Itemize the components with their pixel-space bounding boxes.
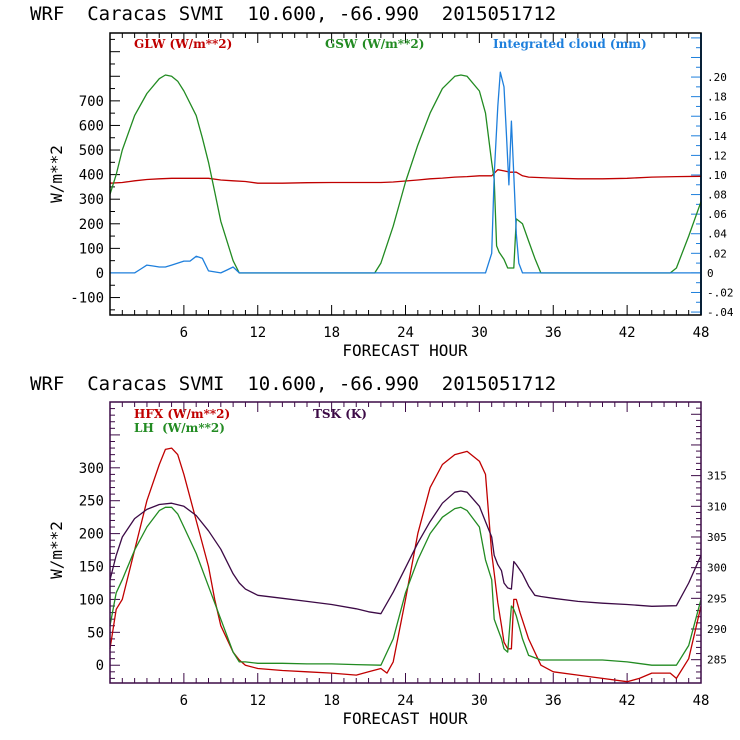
series-line-gsw (109, 74, 702, 274)
x-tick-label: 18 (323, 693, 340, 709)
y2-tick-label: 0 (707, 267, 714, 280)
x-axis-label: FORECAST HOUR (342, 341, 468, 360)
y-tick-label: 400 (79, 168, 104, 184)
series-line-glw (109, 169, 702, 184)
y-tick-label: 200 (79, 217, 104, 233)
y2-tick-label: -.02 (707, 286, 734, 299)
x-axis: 6 12 18 24 30 36 42 48 (121, 402, 710, 709)
x-tick-label: 42 (619, 325, 636, 341)
y2-tick-label: .02 (707, 247, 727, 260)
y2-tick-label: .16 (707, 110, 727, 123)
x-tick-label: 36 (545, 325, 562, 341)
series-line-tsk (109, 490, 702, 615)
legend-hfx: HFX (W/m**2) (134, 407, 230, 421)
y2-tick-label: 305 (707, 531, 727, 544)
legend-tsk: TSK (K) (313, 407, 367, 421)
y2-tick-label: .12 (707, 149, 727, 162)
x-axis-label: FORECAST HOUR (342, 709, 468, 728)
y-tick-label: 100 (79, 592, 104, 608)
x-tick-label: 6 (180, 693, 188, 709)
legend-glw: GLW (W/m**2) (134, 37, 232, 51)
y-axis-label: W/m**2 (47, 521, 66, 579)
y-tick-label: 700 (79, 94, 104, 110)
plot-frame (109, 401, 702, 684)
y-tick-label: 300 (79, 192, 104, 208)
y2-tick-label: .08 (707, 189, 727, 202)
y2-tick-label: 315 (707, 470, 727, 483)
series-line-integrated (110, 71, 701, 274)
y-tick-label: 0 (96, 658, 104, 674)
chart-title: WRF Caracas SVMI 10.600, -66.990 2015051… (30, 3, 556, 25)
y2-tick-label: 290 (707, 623, 727, 636)
legend-gsw: GSW (W/m**2) (325, 37, 424, 51)
y-tick-label: 150 (79, 560, 104, 576)
y2-tick-label: 300 (707, 562, 727, 575)
y2-tick-label: 285 (707, 654, 727, 667)
series-line-hfx (109, 447, 702, 683)
panel-fluxes: WRF Caracas SVMI 10.600, -66.990 2015051… (30, 373, 727, 728)
x-axis: 6 12 18 24 30 36 42 48 (121, 33, 710, 341)
y2-tick-label: .04 (707, 228, 727, 241)
x-tick-label: 30 (471, 325, 488, 341)
y2-axis: 285 290 295 300 305 310 315 (691, 407, 727, 679)
y-axis: 0 50 100 150 200 250 300 (79, 408, 120, 679)
y2-tick-label: .20 (707, 71, 727, 84)
y-tick-label: 600 (79, 118, 104, 134)
x-tick-label: 18 (323, 325, 340, 341)
y-axis: -100 0 100 200 300 400 500 600 700 (70, 38, 120, 311)
y2-tick-label: 295 (707, 592, 727, 605)
chart-title: WRF Caracas SVMI 10.600, -66.990 2015051… (30, 373, 556, 395)
x-tick-label: 48 (693, 325, 710, 341)
y-tick-label: 50 (87, 625, 104, 641)
y2-tick-label: .18 (707, 91, 727, 104)
y2-tick-label: -.04 (707, 306, 734, 319)
panel-radiation: WRF Caracas SVMI 10.600, -66.990 2015051… (30, 3, 734, 360)
x-tick-label: 24 (397, 325, 414, 341)
x-tick-label: 42 (619, 693, 636, 709)
x-tick-label: 30 (471, 693, 488, 709)
y-tick-label: 100 (79, 241, 104, 257)
y2-tick-label: .10 (707, 169, 727, 182)
y-tick-label: 500 (79, 143, 104, 159)
y-tick-label: -100 (70, 291, 104, 307)
x-tick-label: 36 (545, 693, 562, 709)
x-tick-label: 6 (180, 325, 188, 341)
x-tick-label: 24 (397, 693, 414, 709)
series-group (109, 71, 702, 274)
series-group (109, 447, 702, 683)
series-line-lh (109, 506, 702, 666)
plot-frame (109, 32, 702, 316)
y2-tick-label: .14 (707, 130, 727, 143)
legend-cloud: Integrated cloud (mm) (493, 37, 647, 51)
y-tick-label: 250 (79, 494, 104, 510)
y-tick-label: 300 (79, 461, 104, 477)
y2-tick-label: 310 (707, 500, 727, 513)
y-tick-label: 200 (79, 527, 104, 543)
y-axis-label: W/m**2 (47, 145, 66, 203)
x-tick-label: 12 (249, 693, 266, 709)
x-tick-label: 12 (249, 325, 266, 341)
x-tick-label: 48 (693, 693, 710, 709)
legend-lh: LH (W/m**2) (134, 421, 225, 435)
y-tick-label: 0 (96, 266, 104, 282)
y2-tick-label: .06 (707, 208, 727, 221)
